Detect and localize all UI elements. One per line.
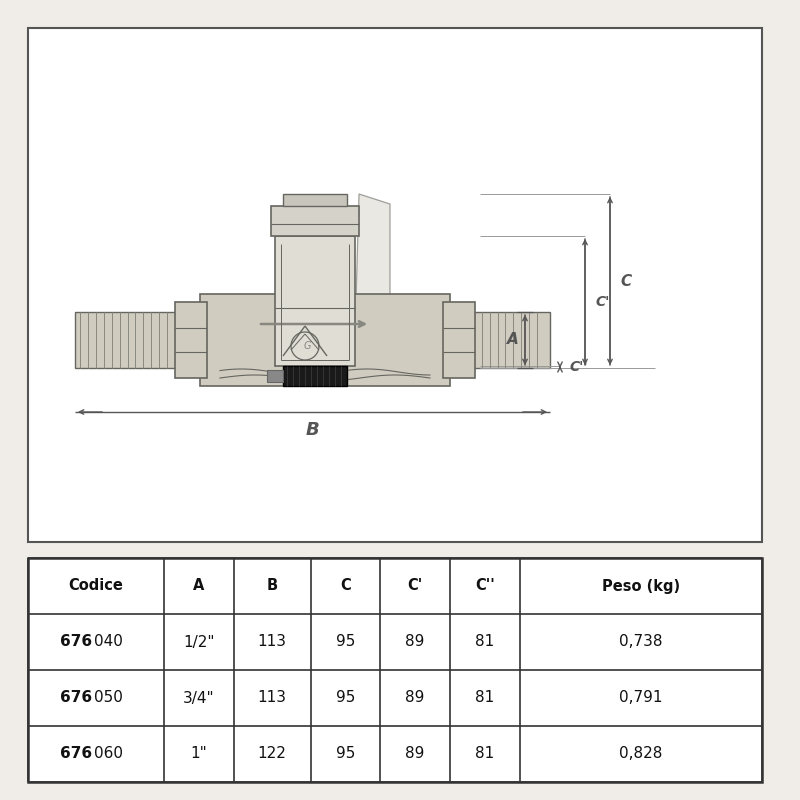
Text: 89: 89: [406, 634, 425, 650]
Bar: [28, 558, 762, 782]
Bar: [271, 206, 359, 236]
Text: 95: 95: [336, 690, 355, 706]
Text: C: C: [620, 274, 631, 289]
Text: 676: 676: [60, 746, 92, 762]
Text: 1/2": 1/2": [183, 634, 214, 650]
Text: 113: 113: [258, 690, 286, 706]
Text: C: C: [340, 578, 351, 594]
Text: A: A: [193, 578, 204, 594]
Text: 81: 81: [475, 690, 494, 706]
Text: Peso (kg): Peso (kg): [602, 578, 680, 594]
Bar: [200, 294, 450, 386]
Text: G: G: [303, 341, 310, 351]
Text: 122: 122: [258, 746, 286, 762]
Text: B: B: [266, 578, 278, 594]
Text: 95: 95: [336, 634, 355, 650]
Text: 0,828: 0,828: [619, 746, 662, 762]
Text: 3/4": 3/4": [183, 690, 214, 706]
Text: Codice: Codice: [69, 578, 123, 594]
Text: C'': C'': [475, 578, 494, 594]
Text: 0,738: 0,738: [619, 634, 662, 650]
Text: C'': C'': [570, 360, 589, 374]
Text: C': C': [595, 295, 610, 309]
Text: 81: 81: [475, 634, 494, 650]
Bar: [175, 302, 207, 378]
Bar: [267, 370, 283, 382]
Text: A: A: [507, 333, 519, 347]
Text: 1": 1": [190, 746, 207, 762]
Bar: [445, 312, 550, 368]
Bar: [75, 312, 180, 368]
Polygon shape: [355, 194, 390, 356]
Text: 89: 89: [406, 746, 425, 762]
Text: 89: 89: [406, 690, 425, 706]
Text: C': C': [407, 578, 423, 594]
Text: 81: 81: [475, 746, 494, 762]
Text: 113: 113: [258, 634, 286, 650]
Text: B: B: [306, 421, 319, 439]
Bar: [275, 236, 355, 366]
Bar: [28, 28, 762, 542]
Text: 0,791: 0,791: [619, 690, 662, 706]
Bar: [283, 194, 347, 206]
Text: 040: 040: [94, 634, 122, 650]
Text: 95: 95: [336, 746, 355, 762]
Bar: [443, 302, 475, 378]
Text: 676: 676: [60, 690, 92, 706]
Text: 050: 050: [94, 690, 122, 706]
Text: 676: 676: [60, 634, 92, 650]
Text: 060: 060: [94, 746, 123, 762]
Bar: [283, 366, 347, 386]
